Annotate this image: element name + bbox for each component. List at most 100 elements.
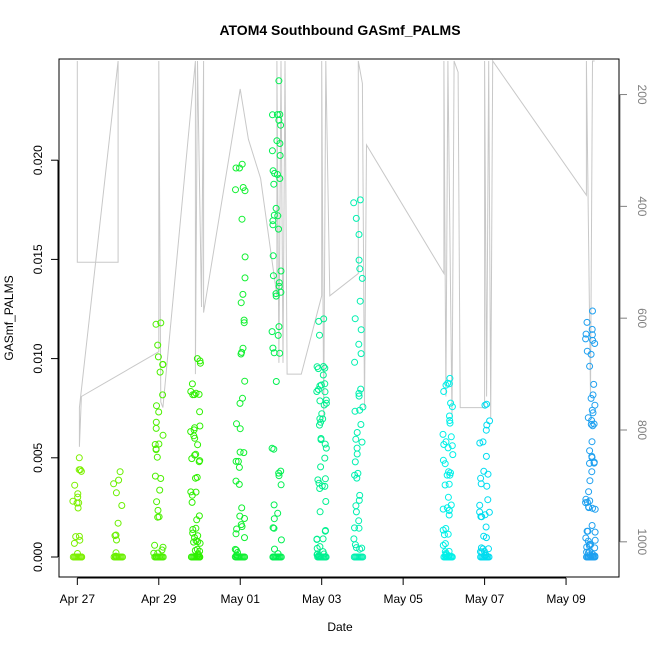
right-tick-label: 1000 bbox=[635, 528, 649, 555]
data-point bbox=[238, 215, 246, 223]
data-point bbox=[72, 533, 80, 541]
data-point bbox=[196, 422, 204, 430]
data-point bbox=[589, 422, 597, 430]
data-point bbox=[355, 524, 363, 532]
data-point bbox=[355, 517, 363, 525]
data-point bbox=[313, 544, 321, 552]
data-point bbox=[482, 426, 490, 434]
data-point bbox=[356, 196, 364, 204]
data-point bbox=[583, 548, 591, 556]
data-point bbox=[241, 187, 249, 195]
data-point bbox=[441, 460, 449, 468]
data-point bbox=[356, 265, 364, 273]
data-point bbox=[589, 391, 597, 399]
data-point bbox=[479, 438, 487, 446]
data-point bbox=[187, 428, 195, 436]
data-point bbox=[356, 491, 364, 499]
data-point bbox=[153, 453, 161, 461]
data-point bbox=[150, 549, 158, 557]
data-point bbox=[153, 402, 160, 410]
axes: Apr 27 Apr 29 May 01 May 03 May 05 May 07 May … bbox=[31, 85, 649, 606]
data-point bbox=[321, 440, 329, 448]
data-point bbox=[476, 508, 484, 516]
data-point bbox=[586, 459, 593, 467]
y-tick-label: 0.010 bbox=[31, 343, 45, 373]
data-point bbox=[156, 368, 164, 376]
data-point bbox=[269, 524, 277, 532]
data-point bbox=[350, 199, 358, 207]
data-point bbox=[583, 318, 591, 326]
data-point bbox=[241, 377, 249, 385]
right-tick-label: 800 bbox=[635, 420, 649, 440]
data-point bbox=[439, 505, 447, 513]
data-point bbox=[321, 475, 329, 483]
data-point bbox=[269, 344, 277, 352]
data-point bbox=[275, 225, 282, 233]
data-point bbox=[446, 412, 453, 420]
data-point bbox=[357, 326, 365, 334]
data-point bbox=[351, 358, 359, 366]
data-point bbox=[112, 552, 120, 560]
data-point bbox=[353, 444, 361, 452]
data-point bbox=[445, 511, 453, 519]
data-point bbox=[70, 539, 78, 547]
data-point bbox=[355, 496, 363, 504]
data-point bbox=[315, 552, 323, 559]
data-point bbox=[272, 290, 280, 298]
data-point bbox=[232, 164, 240, 172]
data-point bbox=[75, 532, 83, 540]
data-point bbox=[357, 385, 365, 393]
data-point bbox=[476, 439, 484, 447]
data-point bbox=[322, 399, 330, 407]
data-point bbox=[483, 421, 491, 429]
data-point bbox=[277, 267, 285, 275]
data-point bbox=[155, 408, 163, 416]
data-point bbox=[484, 470, 492, 478]
data-point bbox=[152, 445, 160, 453]
data-point bbox=[276, 349, 284, 357]
data-point bbox=[355, 392, 363, 400]
data-point bbox=[442, 381, 450, 389]
data-point bbox=[273, 111, 281, 119]
data-point bbox=[588, 452, 596, 460]
data-point bbox=[194, 538, 202, 546]
data-point bbox=[188, 380, 196, 388]
data-point bbox=[587, 420, 595, 428]
data-point bbox=[112, 489, 120, 497]
data-point bbox=[445, 547, 453, 555]
right-tick-label: 600 bbox=[635, 308, 649, 328]
data-point bbox=[270, 180, 278, 188]
data-point bbox=[445, 468, 453, 476]
data-point bbox=[234, 549, 241, 556]
data-point bbox=[586, 447, 594, 455]
data-point bbox=[353, 450, 361, 458]
data-point bbox=[480, 547, 488, 555]
data-point bbox=[447, 399, 455, 407]
data-point bbox=[233, 420, 240, 428]
data-point bbox=[159, 543, 167, 551]
data-point bbox=[272, 292, 280, 300]
data-point bbox=[195, 390, 203, 398]
data-point bbox=[271, 545, 278, 553]
data-point bbox=[277, 536, 285, 544]
data-point bbox=[355, 256, 363, 264]
data-point bbox=[190, 538, 198, 546]
data-point bbox=[320, 401, 328, 409]
data-point bbox=[273, 137, 281, 145]
data-point bbox=[76, 536, 84, 544]
data-point bbox=[73, 499, 81, 507]
data-point bbox=[446, 417, 454, 424]
data-point bbox=[357, 421, 365, 428]
data-point bbox=[441, 548, 449, 556]
data-point bbox=[321, 364, 329, 372]
data-point bbox=[320, 315, 328, 323]
data-point bbox=[154, 353, 162, 361]
data-point bbox=[276, 152, 284, 159]
data-point bbox=[351, 524, 358, 532]
data-point bbox=[277, 481, 285, 489]
data-point bbox=[316, 331, 323, 339]
data-point bbox=[189, 526, 197, 533]
data-point bbox=[187, 488, 195, 496]
data-point bbox=[482, 523, 490, 531]
y-tick-label: 0.020 bbox=[31, 145, 45, 175]
